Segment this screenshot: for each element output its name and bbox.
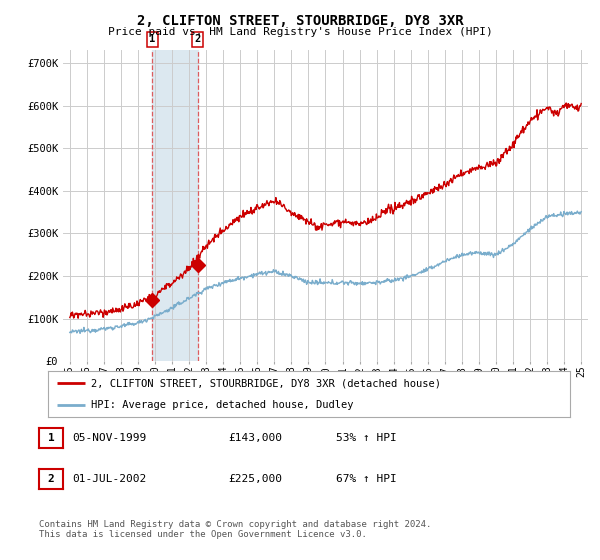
Text: 67% ↑ HPI: 67% ↑ HPI (336, 474, 397, 484)
Text: Contains HM Land Registry data © Crown copyright and database right 2024.
This d: Contains HM Land Registry data © Crown c… (39, 520, 431, 539)
Text: 1: 1 (47, 433, 55, 443)
Text: 2: 2 (47, 474, 55, 484)
Text: Price paid vs. HM Land Registry's House Price Index (HPI): Price paid vs. HM Land Registry's House … (107, 27, 493, 37)
Text: £143,000: £143,000 (228, 433, 282, 443)
Text: 01-JUL-2002: 01-JUL-2002 (72, 474, 146, 484)
Text: HPI: Average price, detached house, Dudley: HPI: Average price, detached house, Dudl… (91, 400, 353, 410)
Text: 05-NOV-1999: 05-NOV-1999 (72, 433, 146, 443)
Text: 53% ↑ HPI: 53% ↑ HPI (336, 433, 397, 443)
Text: 2, CLIFTON STREET, STOURBRIDGE, DY8 3XR (detached house): 2, CLIFTON STREET, STOURBRIDGE, DY8 3XR … (91, 378, 441, 388)
Text: 2, CLIFTON STREET, STOURBRIDGE, DY8 3XR: 2, CLIFTON STREET, STOURBRIDGE, DY8 3XR (137, 14, 463, 28)
Bar (152, 50, 197, 361)
Text: 2: 2 (194, 34, 201, 44)
Text: 1: 1 (149, 34, 155, 44)
Text: £225,000: £225,000 (228, 474, 282, 484)
